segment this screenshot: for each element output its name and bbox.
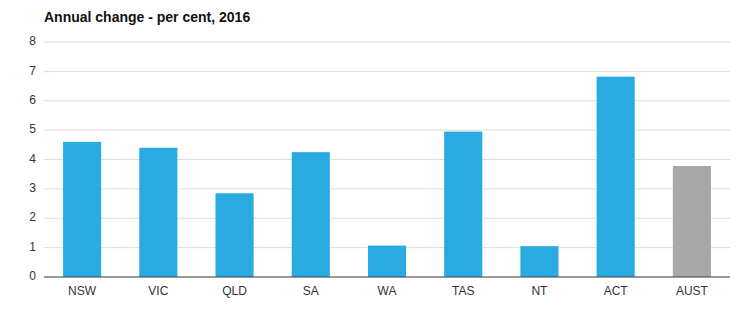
y-tick-label: 1	[29, 240, 36, 254]
y-tick-label: 7	[29, 64, 36, 78]
x-tick-label: SA	[303, 284, 319, 298]
bar	[139, 148, 177, 277]
bars	[63, 77, 711, 277]
x-tick-label: ACT	[604, 284, 629, 298]
chart-container: Annual change - per cent, 2016 0 1 2 3 4 5 6 7 8 N…	[0, 0, 750, 311]
x-axis: NSW VIC QLD SA WA TAS NT ACT AUST	[44, 277, 730, 298]
page: {"chart_data": {"type": "bar", "title": …	[0, 0, 750, 311]
bar	[597, 77, 635, 277]
x-axis-line	[44, 277, 730, 278]
grid-line	[44, 71, 730, 72]
bar	[292, 152, 330, 277]
chart-svg: Annual change - per cent, 2016 0 1 2 3 4 5 6 7 8 N…	[0, 0, 750, 311]
y-tick-label: 3	[29, 181, 36, 195]
x-tick-label: AUST	[676, 284, 709, 298]
bar	[368, 246, 406, 277]
bar	[444, 132, 482, 277]
x-tick-label: NT	[531, 284, 548, 298]
y-axis: 0 1 2 3 4 5 6 7 8	[29, 34, 36, 283]
bar	[216, 193, 254, 277]
y-tick-label: 4	[29, 152, 36, 166]
title: Annual change - per cent, 2016	[44, 9, 250, 25]
grid-line	[44, 42, 730, 43]
bar	[520, 246, 558, 277]
bar	[63, 142, 101, 277]
x-tick-label: VIC	[148, 284, 168, 298]
x-tick-label: QLD	[222, 284, 247, 298]
y-tick-label: 8	[29, 34, 36, 48]
grid	[44, 42, 730, 277]
grid-line	[44, 277, 730, 278]
x-tick-label: WA	[378, 284, 397, 298]
y-tick-label: 2	[29, 210, 36, 224]
y-tick-label: 0	[29, 269, 36, 283]
bar	[673, 166, 711, 277]
y-tick-label: 6	[29, 93, 36, 107]
x-tick-label: NSW	[68, 284, 97, 298]
y-tick-label: 5	[29, 122, 36, 136]
x-tick-label: TAS	[452, 284, 474, 298]
